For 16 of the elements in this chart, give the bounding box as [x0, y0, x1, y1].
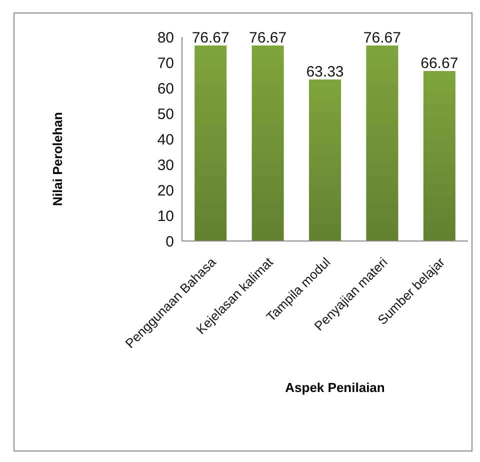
y-tick-label: 40: [157, 131, 174, 148]
y-tick-label: 10: [157, 208, 174, 225]
y-tick-label: 80: [157, 29, 174, 46]
y-tick-label: 20: [157, 182, 174, 200]
y-axis-title: Nilai Perolehan: [50, 112, 65, 206]
y-tick-label: 50: [157, 106, 174, 123]
data-label: 76.67: [363, 29, 401, 46]
y-tick-label: 0: [166, 233, 174, 250]
y-tick-label: 70: [157, 54, 174, 72]
data-label: 63.33: [306, 64, 344, 81]
x-axis-title: Aspek Penilaian: [285, 380, 385, 395]
data-label: 66.67: [420, 54, 458, 72]
y-tick-label: 30: [157, 156, 174, 174]
data-label: 76.67: [249, 29, 287, 46]
data-label: 76.67: [192, 29, 230, 46]
y-tick-label: 60: [157, 80, 174, 98]
